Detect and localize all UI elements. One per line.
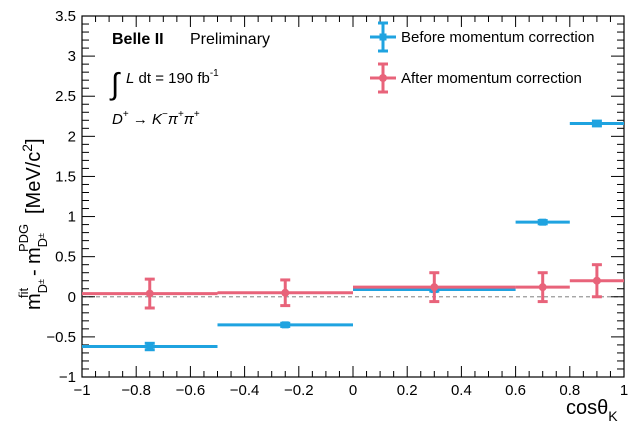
marker-circle (592, 276, 601, 285)
experiment-label: Belle II (112, 31, 164, 48)
x-tick-label: −0.4 (230, 382, 260, 399)
marker-square (539, 218, 547, 226)
y-tick-label: 3.5 (55, 8, 76, 25)
data-series (82, 119, 624, 352)
data-point (217, 321, 353, 329)
y-tick-label: −0.5 (46, 329, 76, 346)
data-point (82, 277, 218, 310)
data-point (353, 271, 516, 304)
data-point (569, 263, 624, 299)
marker-circle (281, 288, 290, 297)
x-axis-title: cosθK (566, 397, 618, 424)
data-point (217, 278, 353, 308)
data-point (515, 271, 570, 304)
y-tick-label: 1.5 (55, 168, 76, 185)
y-tick-label: 2.5 (55, 88, 76, 105)
series-before-correction (82, 119, 624, 352)
x-tick-label: 0.8 (559, 382, 580, 399)
x-tick-label: −0.8 (121, 382, 151, 399)
x-tick-label: 0 (349, 382, 357, 399)
luminosity-label: L dt = 190 fb-1 (126, 68, 219, 87)
legend-entry: After momentum correction (370, 62, 582, 94)
y-tick-label: −1 (59, 369, 76, 386)
legend: Before momentum correction After momentum… (370, 21, 594, 94)
series-after-correction (82, 263, 624, 310)
data-point (515, 218, 570, 226)
svg-text:[MeV/c2]: [MeV/c2] (19, 138, 45, 214)
y-tick-label: 0.5 (55, 249, 76, 266)
decay-label: D+ → K−π+π+ (112, 109, 200, 128)
integral-symbol: ∫ (109, 68, 121, 101)
x-tick-label: 0.2 (397, 382, 418, 399)
legend-marker-square (379, 33, 387, 41)
legend-label: After momentum correction (401, 70, 582, 87)
legend-marker-circle (379, 74, 387, 82)
x-tick-label: 0.4 (451, 382, 472, 399)
y-tick-label: 2 (68, 128, 76, 145)
x-tick-label: −0.6 (176, 382, 206, 399)
svg-text:mD±: mD± (23, 279, 50, 310)
marker-circle (538, 283, 547, 292)
x-tick-label: 1 (620, 382, 628, 399)
marker-square (146, 343, 154, 351)
svg-text:fit: fit (16, 288, 31, 299)
status-label: Preliminary (190, 31, 270, 48)
legend-label: Before momentum correction (401, 29, 594, 46)
marker-circle (430, 283, 439, 292)
y-tick-label: 1 (68, 209, 76, 226)
data-point (569, 119, 624, 128)
y-tick-label: 0 (68, 289, 76, 306)
marker-circle (145, 289, 154, 298)
x-tick-label: 0.6 (505, 382, 526, 399)
marker-square (593, 119, 601, 127)
x-tick-label: −0.2 (284, 382, 314, 399)
svg-text:-: - (23, 269, 45, 276)
y-axis-title: mD± fit - mD± PDG [MeV/c2] (16, 138, 50, 310)
y-tick-label: 3 (68, 48, 76, 65)
legend-entry: Before momentum correction (370, 21, 594, 53)
svg-text:PDG: PDG (16, 224, 31, 252)
axis-ticks: −1 −0.8 −0.6 −0.4 −0.2 0 0.2 0.4 0.6 0.8 1 −1 −0.5 0 0… (46, 8, 628, 399)
marker-square (281, 321, 289, 329)
x-tick-label: −1 (73, 382, 90, 399)
data-point (82, 341, 218, 352)
